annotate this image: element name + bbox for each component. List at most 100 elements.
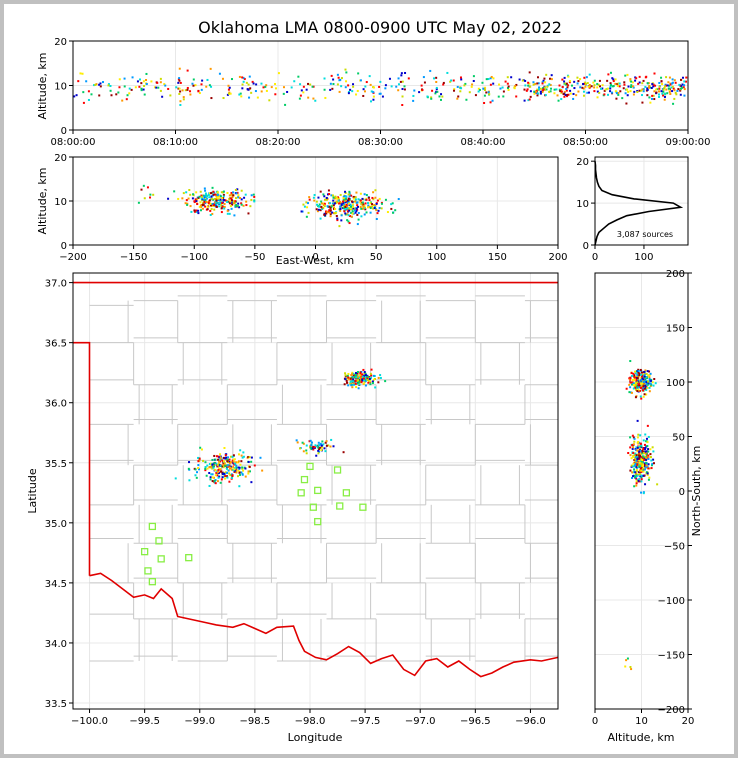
plan-view-point xyxy=(228,464,231,467)
time-height-point xyxy=(372,95,375,98)
time-height-point xyxy=(507,85,510,88)
time-height-ytick: 10 xyxy=(54,82,67,93)
plan-view-point xyxy=(204,469,207,472)
time-height-point xyxy=(609,85,612,88)
time-height-point xyxy=(435,90,438,93)
ew-height-point xyxy=(375,202,378,205)
time-height-point xyxy=(345,80,348,83)
plan-view-point xyxy=(354,379,357,382)
ns-height-point xyxy=(644,467,647,470)
ns-height-point xyxy=(634,386,637,389)
ew-height-point xyxy=(302,203,305,206)
time-height-point xyxy=(178,87,181,90)
time-height-point xyxy=(324,96,327,99)
plan-view-point xyxy=(208,472,211,475)
ew-height-point xyxy=(220,204,223,207)
ew-height-point xyxy=(143,197,146,200)
ew-height-point xyxy=(201,199,204,202)
time-height-point xyxy=(228,92,231,95)
ew-height-point xyxy=(374,196,377,199)
ns-height-point xyxy=(636,474,639,477)
ns-height-point xyxy=(648,380,651,383)
time-height-point xyxy=(560,91,563,94)
plan-view-point xyxy=(310,444,313,447)
ns-height-point xyxy=(646,444,649,447)
ns-height-ylabel: North-South, km xyxy=(690,446,703,537)
time-height-point xyxy=(588,73,591,76)
time-height-point xyxy=(647,82,650,85)
plan-view-point xyxy=(372,378,375,381)
ew-height-point xyxy=(350,211,353,214)
plan-view-point xyxy=(230,476,233,479)
time-height-point xyxy=(175,86,178,89)
ns-height-point xyxy=(629,469,632,472)
ns-height-point xyxy=(642,447,645,450)
time-height-point xyxy=(626,88,629,91)
ns-height-point xyxy=(648,377,651,380)
ew-height-point xyxy=(371,196,374,199)
plan-view-point xyxy=(321,440,324,443)
time-height-point xyxy=(249,87,252,90)
ns-height-point xyxy=(639,434,642,437)
ns-height-point xyxy=(648,370,651,373)
ew-height-point xyxy=(244,193,247,196)
lma-station-marker xyxy=(314,517,322,526)
plan-view-point xyxy=(317,452,320,455)
ns-height-point xyxy=(637,433,640,436)
plan-view-point xyxy=(368,376,371,379)
time-height-point xyxy=(641,88,644,91)
ns-height-point xyxy=(636,436,639,439)
ns-height-point xyxy=(642,379,645,382)
ew-height-point xyxy=(345,203,348,206)
time-height-point xyxy=(290,86,293,89)
time-height-point xyxy=(603,89,606,92)
time-height-point xyxy=(378,85,381,88)
time-height-point xyxy=(616,84,619,87)
time-height-point xyxy=(300,89,303,92)
plan-view-point xyxy=(332,445,335,448)
ew-height-point xyxy=(340,219,343,222)
time-height-point xyxy=(557,99,560,102)
plan-view-ytick: 35.0 xyxy=(45,519,67,530)
ns-height-point xyxy=(630,465,633,468)
ew-height-point xyxy=(328,202,331,205)
time-height-point xyxy=(598,79,601,82)
ew-height-point xyxy=(328,205,331,208)
plan-view-point xyxy=(233,462,236,465)
plan-view-point xyxy=(222,464,225,467)
ns-height-point xyxy=(646,441,649,444)
time-height-point xyxy=(434,92,437,95)
ns-height-point xyxy=(650,378,653,381)
ew-height-point xyxy=(367,204,370,207)
time-height-point xyxy=(646,87,649,90)
time-height-point xyxy=(528,71,531,74)
plan-view-point xyxy=(320,444,323,447)
ns-height-point xyxy=(634,462,637,465)
time-height-point xyxy=(561,78,564,81)
ns-height-point xyxy=(638,465,641,468)
lma-station-marker xyxy=(309,503,317,511)
time-height-point xyxy=(660,90,663,93)
ew-height-point xyxy=(211,202,214,205)
time-height-point xyxy=(670,82,673,85)
plan-view-point xyxy=(373,377,376,380)
ew-height-point xyxy=(343,204,346,207)
time-height-point xyxy=(652,83,655,86)
plan-view-point xyxy=(209,466,212,469)
time-height-point xyxy=(179,90,182,93)
time-height-point xyxy=(632,86,635,89)
time-height-point xyxy=(156,81,159,84)
time-height-point xyxy=(596,86,599,89)
ns-height-point xyxy=(646,370,649,373)
time-height-point xyxy=(586,91,589,94)
plan-view-point xyxy=(352,373,355,376)
time-height-point xyxy=(577,80,580,83)
time-height-point xyxy=(658,95,661,98)
time-height-point xyxy=(638,81,641,84)
ns-height-point xyxy=(635,449,638,452)
ew-height-point xyxy=(354,200,357,203)
time-height-point xyxy=(179,103,182,106)
time-height-point xyxy=(549,90,552,93)
ns-height-point xyxy=(634,376,637,379)
time-height-point xyxy=(332,78,335,81)
